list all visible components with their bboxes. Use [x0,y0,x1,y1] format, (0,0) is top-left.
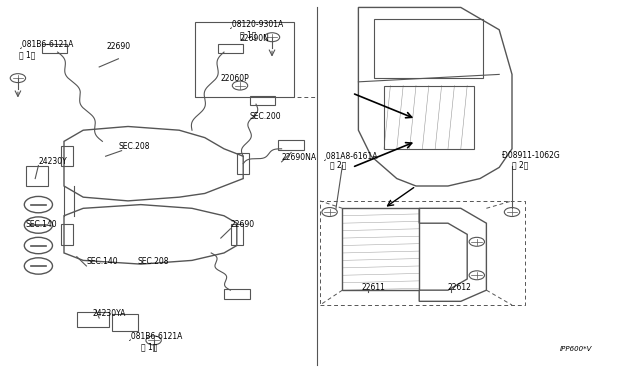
Text: SEC.208: SEC.208 [138,257,169,266]
Text: SEC.140: SEC.140 [26,220,57,229]
Text: ¸081B6-6121A: ¸081B6-6121A [128,331,184,340]
Text: 22690: 22690 [106,42,131,51]
Bar [342,208,419,290]
Text: SEC.208: SEC.208 [118,142,150,151]
Bar [26,166,48,186]
Bar [384,86,474,149]
Text: 22690NA: 22690NA [282,153,317,162]
Bar [237,153,249,174]
Text: 〈 1〉: 〈 1〉 [141,343,157,352]
Text: SEC.200: SEC.200 [250,112,281,121]
Text: ¸081A8-6161A: ¸081A8-6161A [323,151,379,160]
Bar [61,146,73,167]
Text: SEC.140: SEC.140 [86,257,118,266]
Text: 22612: 22612 [448,283,472,292]
Bar [231,224,243,245]
Bar [224,289,250,298]
Text: 24230Y: 24230Y [38,157,67,166]
Text: 〈 1〉: 〈 1〉 [240,30,257,39]
Text: ¸08120-9301A: ¸08120-9301A [228,19,284,28]
Text: 22690: 22690 [230,220,255,229]
Bar [195,22,294,97]
Bar [374,19,483,78]
Text: Ð08911-1062G: Ð08911-1062G [502,151,560,160]
Bar [42,44,67,53]
Text: 22060P: 22060P [221,74,250,83]
Bar [250,96,275,105]
Text: 〈 2〉: 〈 2〉 [330,160,346,169]
Bar [278,140,304,150]
Bar [218,44,243,53]
Bar [77,312,109,327]
Bar [61,224,73,245]
Text: 22611: 22611 [362,283,385,292]
Text: 24230YA: 24230YA [93,309,126,318]
Text: 〈 2〉: 〈 2〉 [512,160,529,169]
Bar [112,314,138,331]
Text: 〈 1〉: 〈 1〉 [19,51,36,60]
Text: ¸081B6-6121A: ¸081B6-6121A [19,39,75,48]
Text: IPP600*V: IPP600*V [560,346,593,352]
Text: 22690N: 22690N [240,34,270,43]
